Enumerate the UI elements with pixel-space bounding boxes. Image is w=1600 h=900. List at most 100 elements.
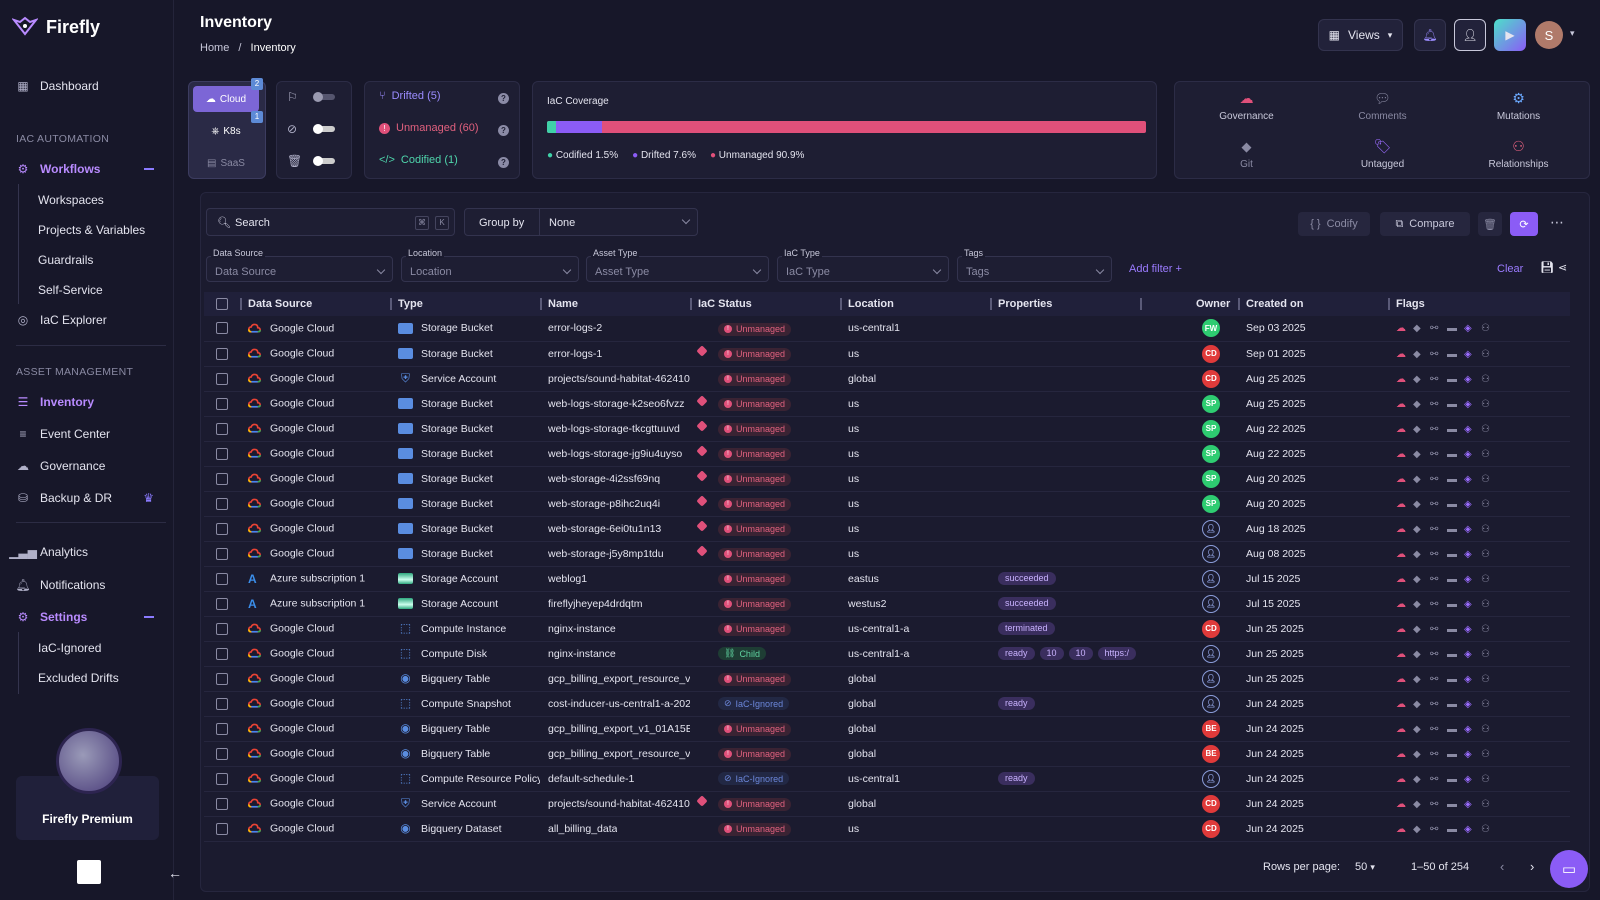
mutations-flag-icon[interactable]: ⚇ <box>1481 498 1490 510</box>
row-checkbox[interactable] <box>216 572 228 585</box>
cell-name[interactable]: projects/sound-habitat-462410-m <box>548 797 690 810</box>
relationships-flag-icon[interactable]: ⚯ <box>1430 798 1439 810</box>
property-chip[interactable]: ready <box>998 647 1035 660</box>
tag-flag-icon[interactable]: ◈ <box>1464 498 1472 510</box>
mutations-flag-icon[interactable]: ⚇ <box>1481 473 1490 485</box>
prev-page-icon[interactable]: ‹ <box>1500 859 1505 874</box>
table-row[interactable]: Google Cloud Storage Bucket web-storage-… <box>204 516 1570 542</box>
table-row[interactable]: Google Cloud ◉ Bigquery Table gcp_billing… <box>204 741 1570 767</box>
provider-k8s[interactable]: ⎈ K8s <box>193 118 259 144</box>
governance-flag-icon[interactable]: ☁ <box>1396 723 1406 735</box>
filter-iac-type[interactable]: IaC Type IaC Type <box>777 248 949 282</box>
relationships-flag-icon[interactable]: ⚯ <box>1430 698 1439 710</box>
cell-name[interactable]: error-logs-1 <box>548 347 603 360</box>
row-checkbox[interactable] <box>216 822 228 835</box>
property-chip[interactable]: ready <box>998 697 1035 710</box>
table-row[interactable]: Google Cloud Storage Bucket web-storage-… <box>204 466 1570 492</box>
governance-flag-icon[interactable]: ☁ <box>1396 373 1406 385</box>
tag-flag-icon[interactable]: ◈ <box>1464 573 1472 585</box>
cell-name[interactable]: fireflyjheyep4drdqtm <box>548 597 643 610</box>
git-flag-icon[interactable]: ◆ <box>1413 423 1421 435</box>
tag-flag-icon[interactable]: ◈ <box>1464 348 1472 360</box>
cell-name[interactable]: all_billing_data <box>548 822 618 835</box>
rows-per-page-select[interactable]: 50 ▾ <box>1355 861 1375 873</box>
column-header[interactable]: Flags <box>1388 292 1570 316</box>
comment-flag-icon[interactable]: ▬ <box>1447 423 1457 435</box>
owner-unknown-icon[interactable]: 👤︎ <box>1202 519 1220 538</box>
relationships-flag-icon[interactable]: ⚯ <box>1430 423 1439 435</box>
play-button[interactable]: ▶ <box>1494 19 1526 51</box>
nav-notifications[interactable]: 🔔︎ Notifications <box>0 571 174 599</box>
row-checkbox[interactable] <box>216 697 228 710</box>
tag-flag-icon[interactable]: ◈ <box>1464 823 1472 835</box>
row-checkbox[interactable] <box>216 372 228 385</box>
notifications-button[interactable]: 🔔︎ <box>1414 19 1446 51</box>
owner-avatar[interactable]: BE <box>1202 744 1220 763</box>
row-checkbox[interactable] <box>216 797 228 810</box>
owner-avatar[interactable]: FW <box>1202 319 1220 338</box>
mutations-flag-icon[interactable]: ⚇ <box>1481 573 1490 585</box>
comment-flag-icon[interactable]: ▬ <box>1447 798 1457 810</box>
comment-flag-icon[interactable]: ▬ <box>1447 748 1457 760</box>
relationships-flag-icon[interactable]: ⚯ <box>1430 323 1439 335</box>
git-flag-icon[interactable]: ◆ <box>1413 723 1421 735</box>
relationships-flag-icon[interactable]: ⚯ <box>1430 748 1439 760</box>
tag-flag-icon[interactable]: ◈ <box>1464 548 1472 560</box>
cell-name[interactable]: gcp_billing_export_resource_v1_0 <box>548 747 690 760</box>
premium-card[interactable]: Firefly Premium <box>16 728 159 840</box>
governance-flag-icon[interactable]: ☁ <box>1396 673 1406 685</box>
row-checkbox[interactable] <box>216 397 228 410</box>
mutations-flag-icon[interactable]: ⚇ <box>1481 323 1490 335</box>
row-checkbox[interactable] <box>216 722 228 735</box>
add-filter-button[interactable]: Add filter + <box>1129 263 1182 275</box>
relationships-flag-icon[interactable]: ⚯ <box>1430 548 1439 560</box>
cell-name[interactable]: nginx-instance <box>548 647 616 660</box>
workspace-logo[interactable] <box>77 860 101 884</box>
owner-avatar[interactable]: CD <box>1202 794 1220 813</box>
mutations-flag-icon[interactable]: ⚇ <box>1481 673 1490 685</box>
tag-flag-icon[interactable]: ◈ <box>1464 698 1472 710</box>
comment-flag-icon[interactable]: ▬ <box>1447 373 1457 385</box>
comment-flag-icon[interactable]: ▬ <box>1447 448 1457 460</box>
compare-button[interactable]: ⧉ Compare <box>1380 212 1470 236</box>
governance-flag-icon[interactable]: ☁ <box>1396 498 1406 510</box>
tag-flag-icon[interactable]: ◈ <box>1464 598 1472 610</box>
cell-name[interactable]: web-storage-4i2ssf69nq <box>548 472 661 485</box>
git-flag-icon[interactable]: ◆ <box>1413 773 1421 785</box>
relationships-flag-icon[interactable]: ⚯ <box>1430 573 1439 585</box>
row-checkbox[interactable] <box>216 597 228 610</box>
governance-flag-icon[interactable]: ☁ <box>1396 698 1406 710</box>
mutations-flag-icon[interactable]: ⚇ <box>1481 448 1490 460</box>
nav-self-service[interactable]: Self-Service <box>38 283 103 297</box>
comment-flag-icon[interactable]: ▬ <box>1447 523 1457 535</box>
nav-guardrails[interactable]: Guardrails <box>38 253 94 267</box>
comment-flag-icon[interactable]: ▬ <box>1447 348 1457 360</box>
comment-flag-icon[interactable]: ▬ <box>1447 473 1457 485</box>
filter-asset-type[interactable]: Asset Type Asset Type <box>586 248 769 282</box>
quick-governance[interactable]: ☁ Governance <box>1179 82 1314 130</box>
status-drifted[interactable]: ⑂ Drifted (5) <box>379 90 441 102</box>
git-flag-icon[interactable]: ◆ <box>1413 798 1421 810</box>
table-row[interactable]: Google Cloud ⬚ Compute Snapshot cost-indu… <box>204 691 1570 717</box>
git-flag-icon[interactable]: ◆ <box>1413 473 1421 485</box>
comment-flag-icon[interactable]: ▬ <box>1447 648 1457 660</box>
comment-flag-icon[interactable]: ▬ <box>1447 773 1457 785</box>
comment-flag-icon[interactable]: ▬ <box>1447 398 1457 410</box>
mutations-flag-icon[interactable]: ⚇ <box>1481 548 1490 560</box>
table-row[interactable]: Google Cloud Storage Bucket web-logs-sto… <box>204 441 1570 467</box>
cell-name[interactable]: web-storage-j5y8mp1tdu <box>548 547 664 560</box>
quick-mutations[interactable]: ⚙ Mutations <box>1451 82 1586 130</box>
column-header[interactable]: Data Source <box>240 292 390 316</box>
relationships-flag-icon[interactable]: ⚯ <box>1430 348 1439 360</box>
owner-avatar[interactable]: BE <box>1202 719 1220 738</box>
git-flag-icon[interactable]: ◆ <box>1413 398 1421 410</box>
table-row[interactable]: Google Cloud ⛨ Service Account projects/s… <box>204 791 1570 817</box>
exclude-toggle[interactable] <box>313 124 335 134</box>
flag-toggle[interactable] <box>313 92 335 102</box>
chat-support-button[interactable]: ▭ <box>1550 850 1588 888</box>
collapse-workflows-icon[interactable] <box>144 168 154 170</box>
share-icon[interactable]: ⋖ <box>1558 262 1568 274</box>
owner-unknown-icon[interactable]: 👤︎ <box>1202 594 1220 613</box>
cell-name[interactable]: web-storage-6ei0tu1n13 <box>548 522 662 535</box>
quick-git[interactable]: ◆ Git <box>1179 130 1314 178</box>
